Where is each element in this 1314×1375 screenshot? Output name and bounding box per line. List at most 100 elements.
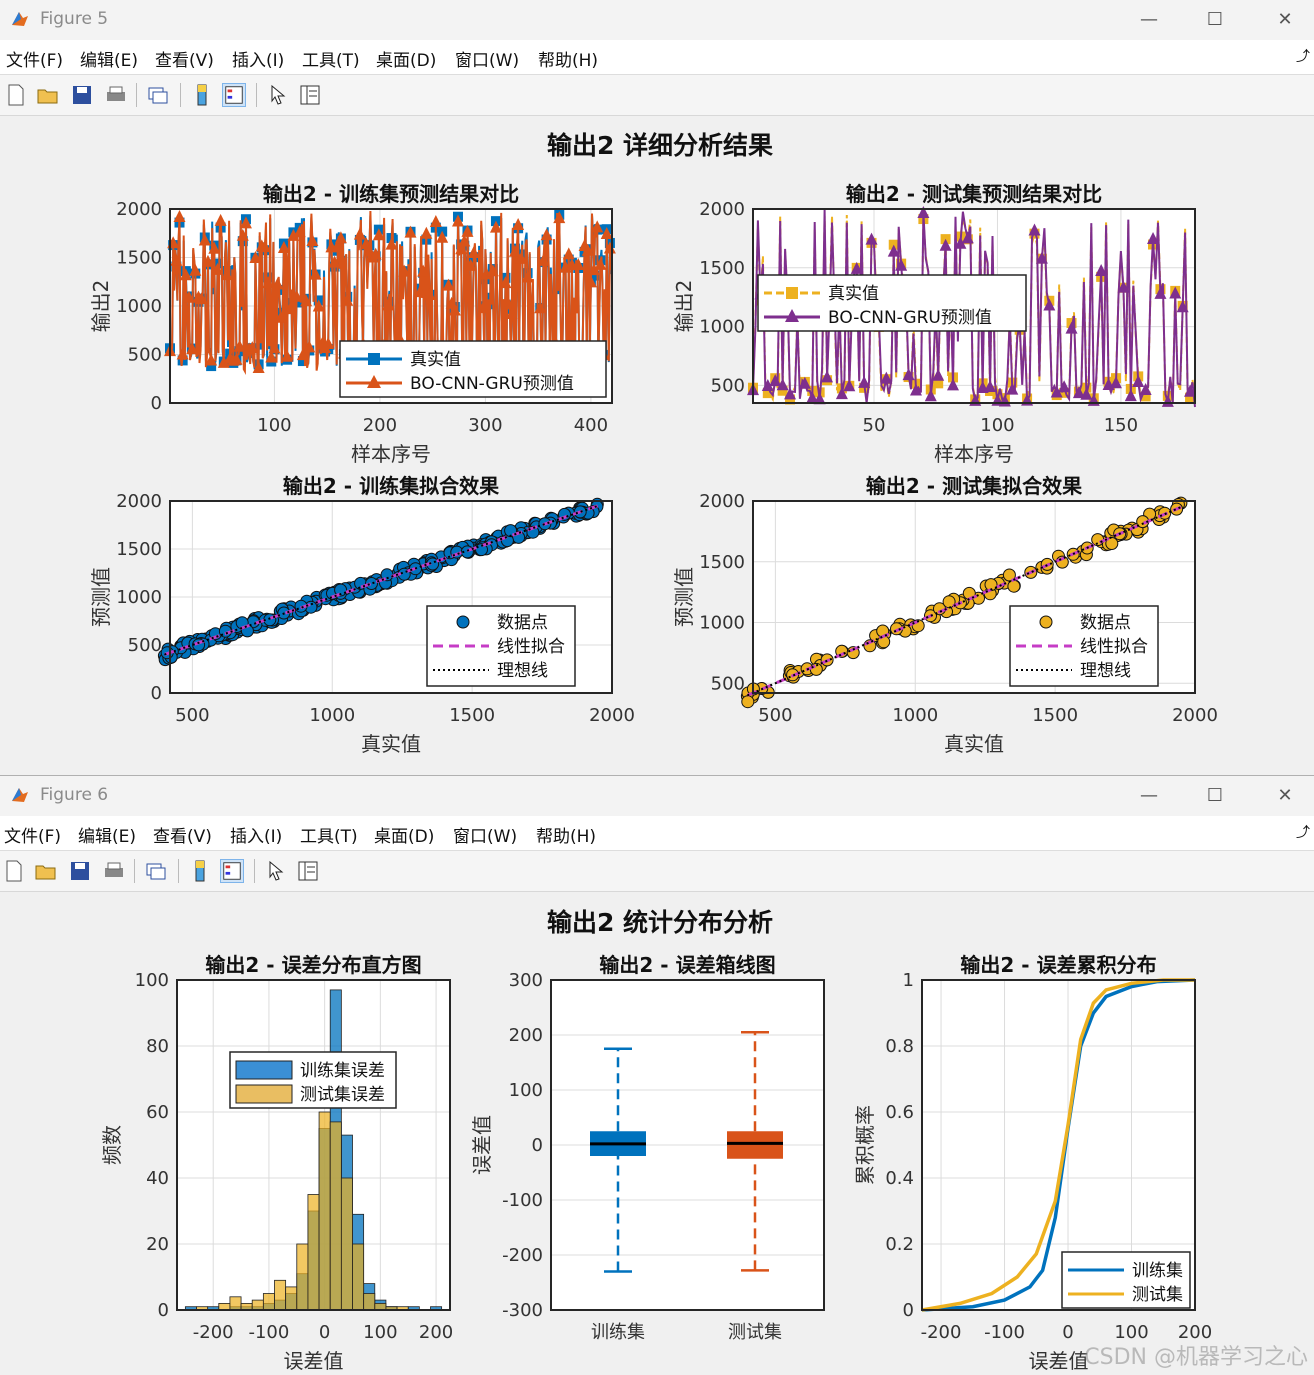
save-icon[interactable]: [70, 83, 94, 107]
data-point: [467, 246, 480, 259]
data-point: [1059, 387, 1070, 398]
x-tick-label: 0: [319, 1322, 330, 1343]
data-point: [942, 595, 956, 609]
data-point: [947, 378, 960, 391]
menu-bar: 文件(F) 编辑(E) 查看(V) 插入(I) 工具(T) 桌面(D) 窗口(W…: [0, 40, 1314, 75]
data-point: [933, 378, 944, 389]
menu-edit[interactable]: 编辑(E): [78, 827, 137, 847]
legend-icon[interactable]: [222, 83, 246, 107]
title-bar[interactable]: Figure 5 — ☐ ✕: [0, 0, 1314, 40]
data-point: [798, 376, 811, 389]
menu-desktop[interactable]: 桌面(D): [374, 827, 435, 847]
menu-file[interactable]: 文件(F): [4, 827, 62, 847]
data-point: [334, 231, 347, 244]
print-icon[interactable]: [104, 83, 128, 107]
axes-cdf[interactable]: -200 -100 0 100 200 0 0.2 0.4 0.6 0.8 1 输出2 - 误差累积分…: [853, 953, 1212, 1373]
data-point: [268, 341, 281, 354]
colorbar-icon[interactable]: [190, 83, 214, 107]
y-tick-label: 0: [158, 1300, 169, 1321]
pointer-icon[interactable]: [266, 83, 290, 107]
data-point: [233, 339, 246, 352]
data-point: [850, 261, 863, 274]
data-point: [458, 234, 471, 247]
menu-view[interactable]: 查看(V): [155, 51, 214, 71]
legend-marker: [786, 287, 798, 299]
y-tick-label: 500: [711, 673, 745, 694]
x-tick-label: 测试集: [728, 1322, 782, 1343]
data-point: [769, 374, 782, 387]
data-point: [1185, 392, 1196, 403]
axes-test-compare[interactable]: 50 100 150 500 1000 1500 2000 输出2 - 测试集预测结果对比样本…: [672, 182, 1197, 466]
minimize-button[interactable]: —: [1140, 785, 1158, 806]
legend-label: 线性拟合: [497, 637, 565, 657]
y-tick-label: 1500: [699, 552, 745, 573]
close-button[interactable]: ✕: [1277, 9, 1293, 30]
data-point: [464, 258, 477, 271]
x-tick-label: 200: [1178, 1322, 1212, 1343]
minimize-button[interactable]: —: [1140, 9, 1158, 30]
menu-view[interactable]: 查看(V): [153, 827, 212, 847]
menu-overflow-icon[interactable]: ⤴: [1296, 825, 1310, 841]
data-point: [186, 342, 199, 355]
data-point: [214, 213, 227, 226]
axes-boxplot[interactable]: 训练集 测试集 -300 -200 -100 0 100 200 300 输出2 - 误差箱线图误…: [470, 953, 825, 1343]
y-tick-label: 200: [509, 1025, 543, 1046]
menu-insert[interactable]: 插入(I): [230, 827, 283, 847]
legend-marker: [785, 309, 799, 322]
new-figure-icon[interactable]: [2, 859, 26, 883]
y-tick-label: 500: [128, 635, 162, 656]
legend-box: [1061, 1251, 1191, 1309]
link-plot-icon[interactable]: [144, 859, 168, 883]
new-figure-icon[interactable]: [4, 83, 28, 107]
maximize-button[interactable]: ☐: [1206, 785, 1224, 806]
menu-window[interactable]: 窗口(W): [455, 51, 520, 71]
menu-bar: 文件(F) 编辑(E) 查看(V) 插入(I) 工具(T) 桌面(D) 窗口(W…: [0, 816, 1314, 851]
data-point: [499, 276, 512, 289]
data-point: [553, 211, 566, 224]
axes-title: 输出2 - 误差箱线图: [599, 953, 775, 977]
maximize-button[interactable]: ☐: [1206, 9, 1224, 30]
y-axis-label: 频数: [100, 1125, 124, 1165]
pointer-icon[interactable]: [264, 859, 288, 883]
data-point: [1139, 383, 1152, 396]
data-point: [423, 288, 436, 301]
x-axis-label: 真实值: [944, 732, 1004, 756]
title-bar[interactable]: Figure 6 — ☐ ✕: [0, 776, 1314, 816]
menu-help[interactable]: 帮助(H): [536, 827, 597, 847]
property-inspector-icon[interactable]: [296, 859, 320, 883]
close-button[interactable]: ✕: [1277, 785, 1293, 806]
menu-file[interactable]: 文件(F): [6, 51, 64, 71]
colorbar-icon[interactable]: [188, 859, 212, 883]
open-file-icon[interactable]: [34, 859, 58, 883]
menu-insert[interactable]: 插入(I): [232, 51, 285, 71]
legend-icon[interactable]: [220, 859, 244, 883]
x-tick-label: 1000: [892, 705, 938, 726]
open-file-icon[interactable]: [36, 83, 60, 107]
toolbar-separator: [180, 83, 181, 107]
data-point: [239, 216, 252, 229]
menu-window[interactable]: 窗口(W): [453, 827, 518, 847]
toolbar: [0, 851, 1314, 892]
menu-help[interactable]: 帮助(H): [538, 51, 599, 71]
axes-train-compare[interactable]: 100 200 300 400 0 500 1000 1500 2000 输出2 - 训练集预测结…: [89, 182, 616, 466]
property-inspector-icon[interactable]: [298, 83, 322, 107]
save-icon[interactable]: [68, 859, 92, 883]
data-point: [258, 240, 271, 253]
menu-tools[interactable]: 工具(T): [302, 51, 360, 71]
x-tick-label: -200: [921, 1322, 962, 1343]
menu-overflow-icon[interactable]: ⤴: [1296, 49, 1310, 65]
menu-tools[interactable]: 工具(T): [300, 827, 358, 847]
data-point: [455, 242, 468, 255]
axes-train-fit[interactable]: 500 1000 1500 2000 0 500 1000 1500 2000 输出2 - 训练集…: [89, 474, 635, 756]
hist-bar-2: [363, 1293, 376, 1311]
series-line-2: [169, 210, 613, 376]
x-tick-label: 200: [363, 415, 397, 436]
menu-desktop[interactable]: 桌面(D): [376, 51, 437, 71]
axes-test-fit[interactable]: 500 1000 1500 2000 500 1000 1500 2000 输出2 - 测试集拟…: [672, 474, 1218, 756]
menu-edit[interactable]: 编辑(E): [80, 51, 139, 71]
figure6-canvas: 输出2 统计分布分析 -200 -100 0 100 200 0 20 40 60 80 100 输出…: [0, 892, 1314, 1375]
link-plot-icon[interactable]: [146, 83, 170, 107]
axes-histogram[interactable]: -200 -100 0 100 200 0 20 40 60 80 100 输出2 - 误差分布直方图…: [100, 953, 453, 1373]
hist-bar-2: [352, 1243, 365, 1311]
print-icon[interactable]: [102, 859, 126, 883]
